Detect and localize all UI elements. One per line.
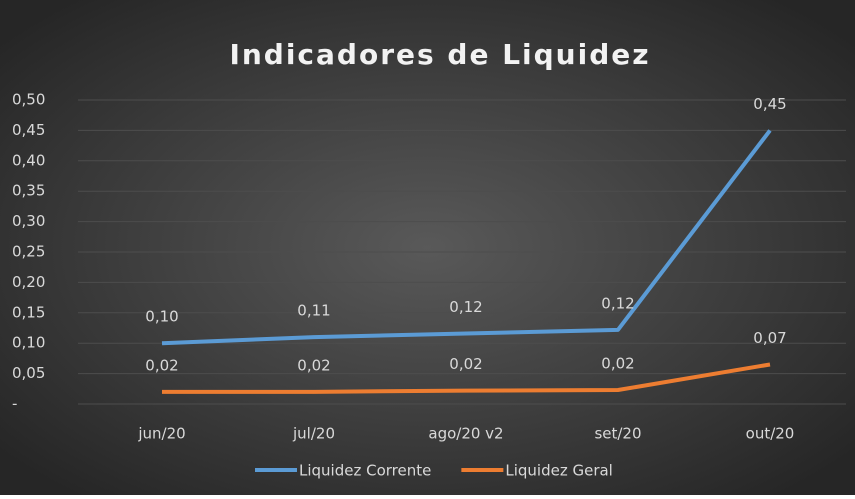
data-label: 0,02 [297,356,330,374]
series-line [162,362,771,394]
legend-label: Liquidez Geral [505,462,613,480]
data-label: 0,02 [145,356,178,374]
x-tick-label: jul/20 [292,425,335,443]
chart-title: Indicadores de Liquidez [229,38,650,71]
y-tick-label: 0,50 [12,91,45,109]
y-tick-label: 0,20 [12,273,45,291]
y-tick-label: 0,40 [12,151,45,169]
y-tick-label: 0,45 [12,121,45,139]
series-line [161,129,772,346]
y-tick-label: 0,15 [12,303,45,321]
y-tick-label: 0,10 [12,334,45,352]
legend-label: Liquidez Corrente [299,462,431,480]
data-label: 0,12 [449,298,482,316]
data-label: 0,02 [601,355,634,373]
y-tick-label: 0,25 [12,243,45,261]
data-label: 0,12 [601,294,634,312]
data-label: 0,07 [753,329,786,347]
data-label: 0,45 [753,95,786,113]
y-tick-label: 0,05 [12,364,45,382]
x-tick-label: out/20 [746,425,795,443]
y-tick-label: 0,35 [12,182,45,200]
data-label: 0,11 [297,302,330,320]
x-tick-label: ago/20 v2 [428,425,503,443]
y-tick-label: - [12,395,17,413]
data-label: 0,10 [145,308,178,326]
data-label: 0,02 [449,355,482,373]
x-tick-label: set/20 [594,425,641,443]
x-tick-label: jun/20 [137,425,185,443]
y-tick-label: 0,30 [12,212,45,230]
